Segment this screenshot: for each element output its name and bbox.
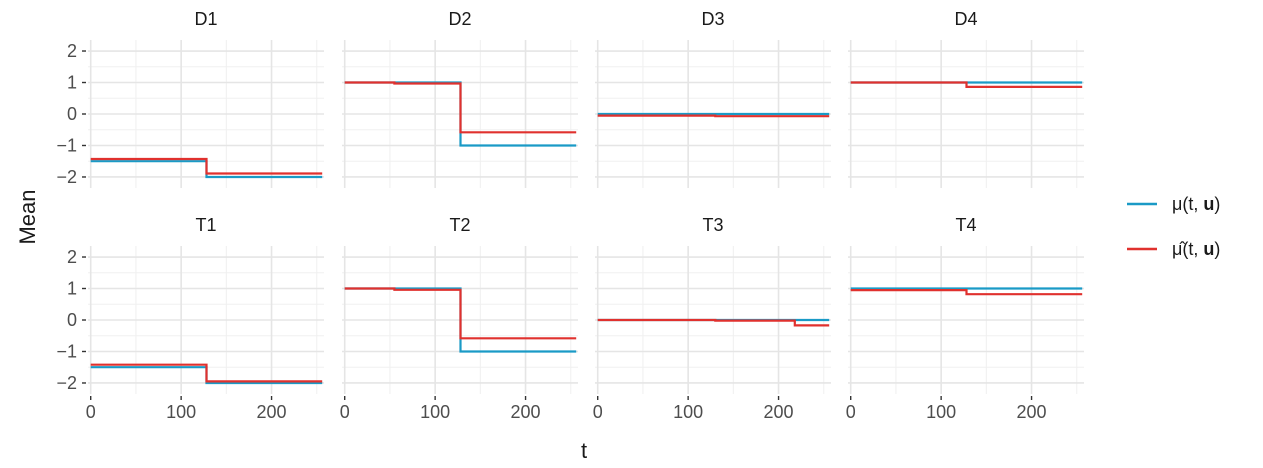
- panel-t3: T3 0 100 200: [593, 215, 831, 422]
- series-line-muhat: [90, 363, 323, 383]
- y-tick-label: −2: [56, 373, 77, 393]
- y-tick-label: −2: [56, 167, 77, 187]
- panel-d2: D2: [342, 9, 578, 188]
- series-line-muhat: [344, 287, 577, 340]
- x-tick-label: 100: [166, 402, 196, 422]
- series-line-muhat: [597, 318, 830, 327]
- panel-title: D1: [194, 9, 217, 29]
- y-tick-label: 1: [67, 73, 77, 93]
- y-tick-label: 0: [67, 310, 77, 330]
- y-axis-title: Mean: [15, 189, 40, 244]
- legend-label-mu: μ(t, u): [1172, 194, 1220, 214]
- x-tick-label: 0: [340, 402, 350, 422]
- x-tick-label: 200: [764, 402, 794, 422]
- y-tick-label: 0: [67, 104, 77, 124]
- panel-title: D2: [448, 9, 471, 29]
- series-line-muhat: [344, 81, 577, 134]
- series-line-muhat: [850, 81, 1083, 89]
- y-tick-label: 2: [67, 247, 77, 267]
- series-line-muhat: [90, 157, 323, 175]
- series-line-muhat: [850, 289, 1083, 296]
- panel-t4: T4 0 100 200: [846, 215, 1084, 422]
- panel-t2: T2 0 100 200: [340, 215, 578, 422]
- x-tick-label: 200: [257, 402, 287, 422]
- y-tick-label: −1: [56, 341, 77, 361]
- panel-d3: D3: [595, 9, 831, 188]
- panel-d1: D1 2 1 0 −1 −2: [56, 9, 324, 188]
- legend-label-muhat: μ̂(t, u): [1172, 239, 1220, 259]
- x-tick-label: 200: [511, 402, 541, 422]
- y-tick-label: 2: [67, 41, 77, 61]
- x-tick-label: 100: [673, 402, 703, 422]
- y-tick-label: 1: [67, 279, 77, 299]
- x-tick-label: 0: [593, 402, 603, 422]
- x-axis-title: t: [581, 438, 587, 463]
- panel-t1: T1 2 1 0 −1 −2 0 100 200: [56, 215, 324, 422]
- x-tick-label: 100: [926, 402, 956, 422]
- panel-title: T2: [449, 215, 470, 235]
- panel-title: D4: [954, 9, 977, 29]
- x-tick-label: 0: [846, 402, 856, 422]
- panel-title: T4: [955, 215, 976, 235]
- panel-title: T1: [195, 215, 216, 235]
- y-tick-label: −1: [56, 135, 77, 155]
- x-tick-label: 0: [86, 402, 96, 422]
- x-tick-label: 100: [420, 402, 450, 422]
- panel-d4: D4: [848, 9, 1084, 188]
- x-tick-label: 200: [1017, 402, 1047, 422]
- legend: μ(t, u) μ̂(t, u): [1127, 194, 1220, 259]
- panel-title: T3: [702, 215, 723, 235]
- panel-title: D3: [701, 9, 724, 29]
- series-line-muhat: [597, 114, 830, 118]
